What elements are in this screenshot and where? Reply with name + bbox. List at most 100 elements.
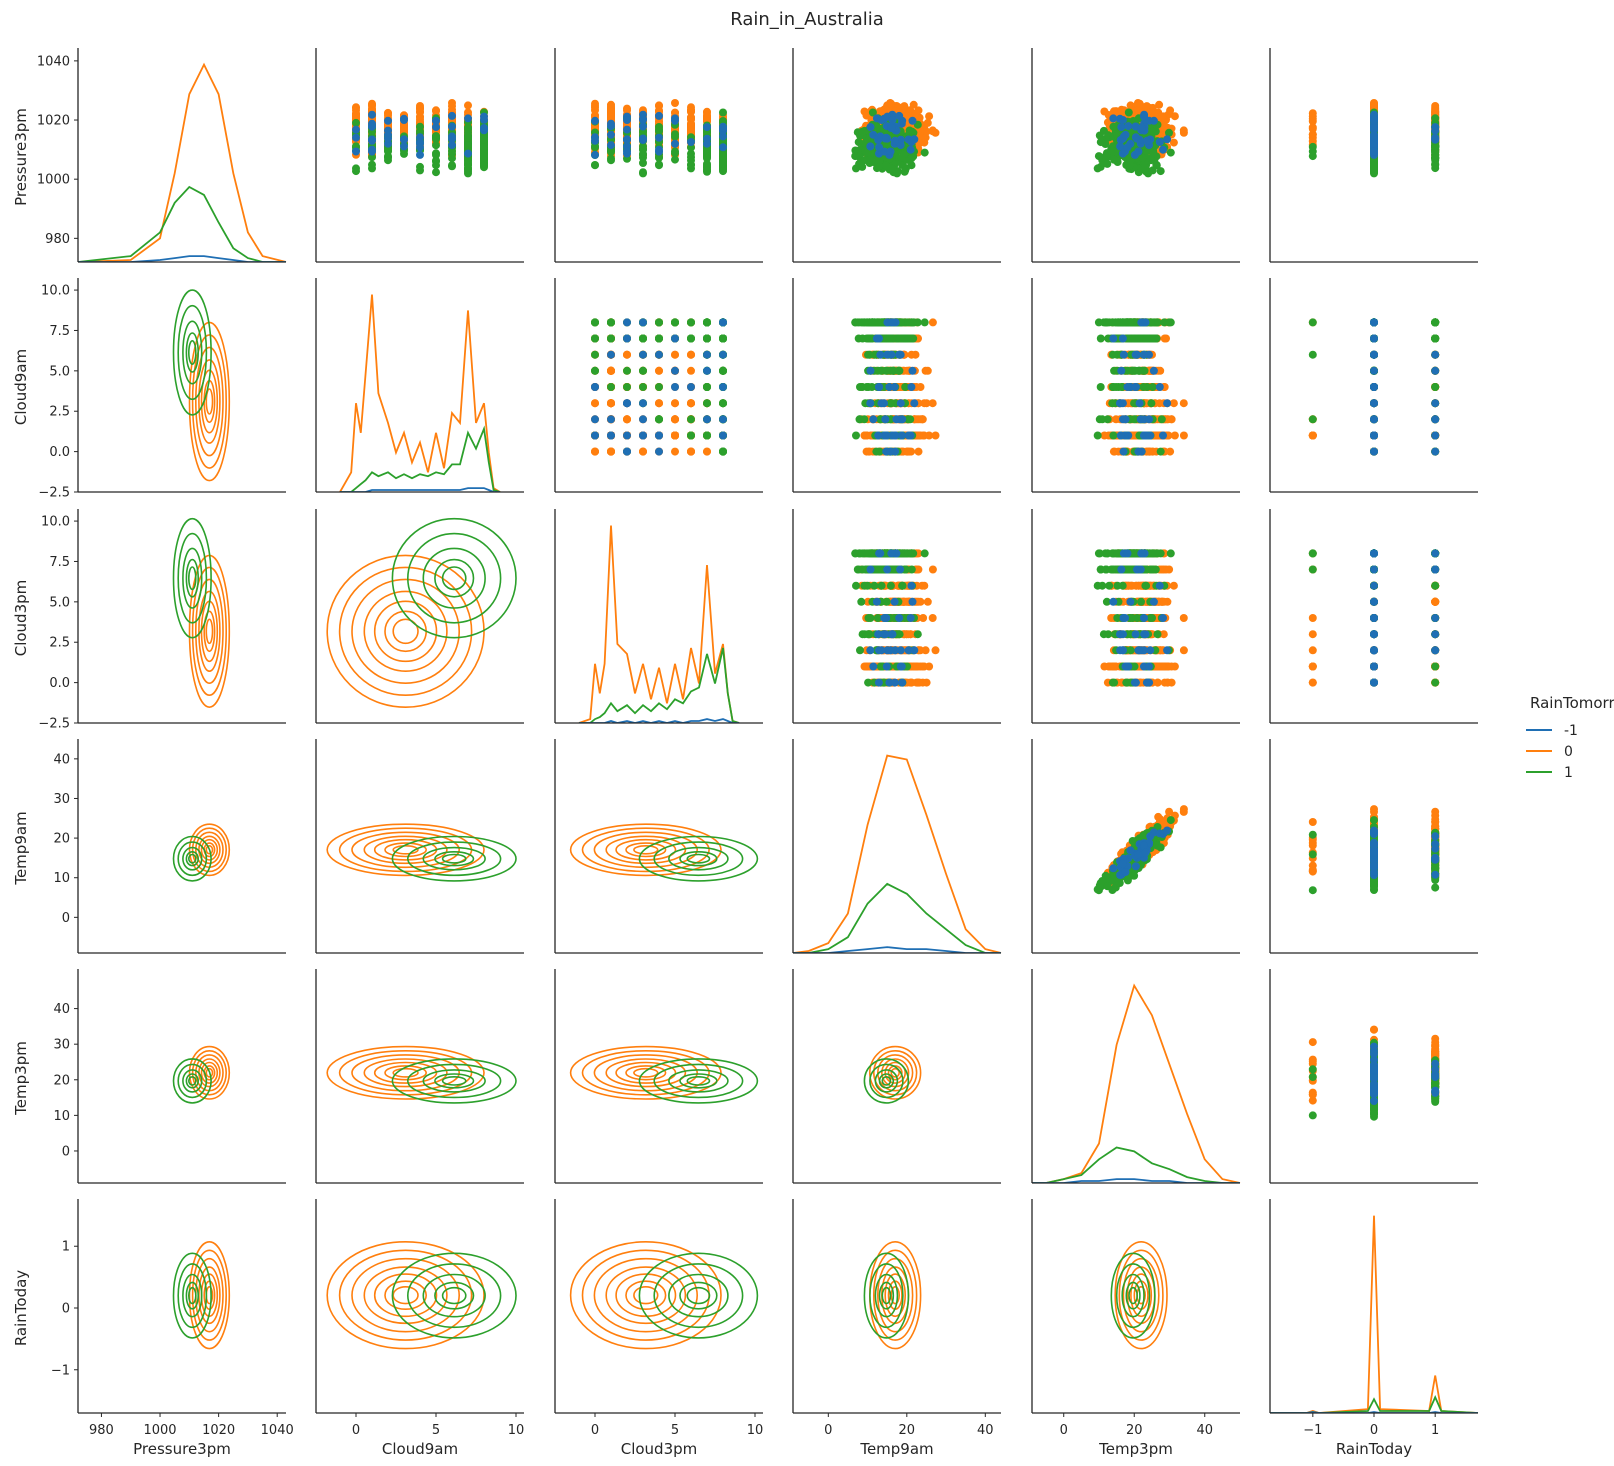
scatter-point-series--1 <box>1370 115 1378 124</box>
scatter-point-series-1 <box>464 164 472 173</box>
scatter-point-series-0 <box>352 103 360 112</box>
scatter-point-series-1 <box>1138 153 1147 162</box>
scatter-point-series-0 <box>920 138 929 147</box>
y-tick-label: 5.0 <box>49 364 70 379</box>
scatter-point-series-0 <box>900 102 909 111</box>
scatter-point-series-0 <box>623 350 631 359</box>
scatter-point-series--1 <box>639 431 647 440</box>
scatter-point-series-1 <box>719 399 727 408</box>
scatter-point-series-1 <box>623 366 631 375</box>
scatter-point-series--1 <box>1123 143 1132 152</box>
scatter-point-series--1 <box>906 145 915 154</box>
scatter-point-series-0 <box>687 399 695 408</box>
kde-contour-series-1 <box>172 289 212 416</box>
scatter-point-series-1 <box>687 156 695 165</box>
scatter-point-series-1 <box>1142 147 1151 156</box>
scatter-point-series-0 <box>448 102 456 111</box>
scatter-point-series-0 <box>384 108 392 117</box>
scatter-point-series--1 <box>416 143 424 152</box>
scatter-point-series-1 <box>865 155 874 164</box>
scatter-point-series-1 <box>639 149 647 158</box>
scatter-point-series-1 <box>352 164 360 173</box>
scatter-point-series--1 <box>623 147 631 156</box>
scatter-point-series--1 <box>400 135 408 144</box>
scatter-point-series-1 <box>352 118 360 127</box>
scatter-point-series--1 <box>368 147 376 156</box>
scatter-point-series--1 <box>881 134 890 143</box>
scatter-point-series-1 <box>687 318 695 327</box>
scatter-point-series-1 <box>591 350 599 359</box>
scatter-point-series--1 <box>888 115 897 124</box>
scatter-point-series-0 <box>671 350 679 359</box>
scatter-point-series-1 <box>1156 167 1165 176</box>
kde-contour-series-0 <box>194 346 224 457</box>
scatter-point-series-0 <box>909 100 918 109</box>
scatter-point-series-1 <box>464 155 472 164</box>
scatter-point-series--1 <box>719 383 727 391</box>
scatter-point-series--1 <box>1116 142 1125 151</box>
scatter-point-series-1 <box>703 318 711 327</box>
scatter-point-series-1 <box>655 153 663 162</box>
scatter-point-series--1 <box>1155 138 1164 146</box>
scatter-point-series-1 <box>1370 161 1378 170</box>
scatter-point-series--1 <box>607 141 615 150</box>
scatter-point-series-1 <box>432 168 440 177</box>
scatter-point-series-0 <box>925 112 934 121</box>
scatter-point-series--1 <box>352 133 360 142</box>
scatter-point-series--1 <box>886 147 895 156</box>
panel-r0-c3 <box>792 48 1001 263</box>
scatter-point-series--1 <box>719 143 727 152</box>
scatter-point-series--1 <box>866 142 875 151</box>
scatter-point-series-1 <box>384 153 392 162</box>
scatter-point-series--1 <box>671 383 679 391</box>
scatter-point-series-0 <box>623 415 631 424</box>
scatter-point-series-1 <box>907 154 916 163</box>
scatter-point-series-0 <box>591 106 599 115</box>
scatter-point-series-1 <box>464 133 472 142</box>
scatter-point-series--1 <box>480 124 488 132</box>
scatter-point-series-1 <box>1165 128 1173 137</box>
scatter-point-series-1 <box>591 161 599 170</box>
scatter-point-series--1 <box>623 116 631 124</box>
scatter-point-series-0 <box>1142 102 1151 111</box>
scatter-point-series--1 <box>432 116 440 125</box>
scatter-point-series--1 <box>591 150 599 159</box>
scatter-point-series--1 <box>639 318 647 327</box>
scatter-point-series-1 <box>1124 108 1133 117</box>
scatter-point-series-0 <box>671 447 679 456</box>
scatter-point-series--1 <box>464 114 472 123</box>
scatter-point-series-0 <box>607 399 615 408</box>
kde-line-series--1 <box>340 487 500 492</box>
panel-r0-c1 <box>315 48 524 263</box>
scatter-point-series--1 <box>464 149 472 158</box>
scatter-point-series--1 <box>1118 116 1127 124</box>
scatter-point-series-0 <box>1169 138 1178 147</box>
scatter-point-series--1 <box>877 116 886 124</box>
scatter-point-series-0 <box>591 447 599 456</box>
scatter-point-series--1 <box>687 383 695 391</box>
scatter-point-series-0 <box>923 118 932 127</box>
scatter-point-series--1 <box>1370 124 1378 132</box>
scatter-point-series-0 <box>464 108 472 117</box>
chart-title: Rain_in_Australia <box>730 9 884 30</box>
scatter-point-series-0 <box>1308 124 1317 133</box>
scatter-point-series-0 <box>1170 112 1179 121</box>
scatter-point-series--1 <box>591 415 599 424</box>
scatter-point-series--1 <box>623 399 631 408</box>
y-axis-label: Cloud9am <box>12 349 30 425</box>
scatter-point-series--1 <box>400 142 408 151</box>
scatter-point-series-0 <box>928 127 937 136</box>
scatter-point-series--1 <box>352 125 360 134</box>
scatter-point-series-1 <box>671 132 679 141</box>
scatter-point-series--1 <box>591 383 599 391</box>
scatter-point-series-1 <box>591 318 599 327</box>
scatter-point-series--1 <box>416 133 424 142</box>
kde-contour-series-1 <box>182 320 203 385</box>
pairplot-panels: 980100010201040Pressure3pm−2.50.02.55.07… <box>12 48 1479 1458</box>
scatter-point-series-1 <box>432 141 440 150</box>
scatter-point-series-1 <box>719 366 727 375</box>
scatter-point-series--1 <box>448 134 456 143</box>
scatter-point-series--1 <box>1159 145 1167 154</box>
scatter-point-series-1 <box>703 146 711 155</box>
